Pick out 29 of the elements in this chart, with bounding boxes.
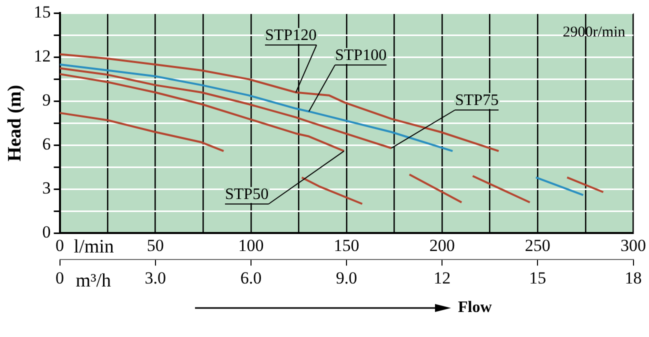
x2-tick-label: 12 <box>434 268 451 288</box>
y-axis-title: Head (m) <box>4 84 26 162</box>
x2-axis-title: m³/h <box>76 270 112 292</box>
y-tick-label: 9 <box>42 90 51 110</box>
text: STP75 <box>455 92 499 110</box>
y-tick-label: 12 <box>34 46 51 66</box>
x2-tick-label: 3.0 <box>144 268 166 288</box>
annotation: 2900r/min <box>562 24 626 41</box>
y-tick-label: 6 <box>42 134 51 154</box>
y-tick-label: 15 <box>34 2 51 22</box>
text: STP120 <box>265 27 317 44</box>
x2-tick-label: 15 <box>529 268 546 288</box>
x2-tick-label: 0 <box>56 268 64 288</box>
text: Flow <box>458 299 492 316</box>
y-tick-label: 3 <box>42 178 51 198</box>
text: STP50 <box>225 186 269 204</box>
x-tick-label: 300 <box>620 236 646 255</box>
text: STP100 <box>335 47 387 64</box>
x2-tick-label: 6.0 <box>240 268 262 288</box>
x-tick-label: 250 <box>524 236 550 255</box>
x2-tick-label: 9.0 <box>336 268 358 288</box>
x-tick-label: 50 <box>146 236 164 255</box>
x-tick-label: 150 <box>334 236 360 255</box>
x-axis-title: l/min <box>74 236 114 258</box>
x2-tick-label: 18 <box>624 268 642 288</box>
x-tick-label: 0 <box>56 236 64 255</box>
x-tick-label: 100 <box>238 236 264 255</box>
y-tick-label: 0 <box>42 222 51 242</box>
x-tick-label: 200 <box>429 236 455 255</box>
